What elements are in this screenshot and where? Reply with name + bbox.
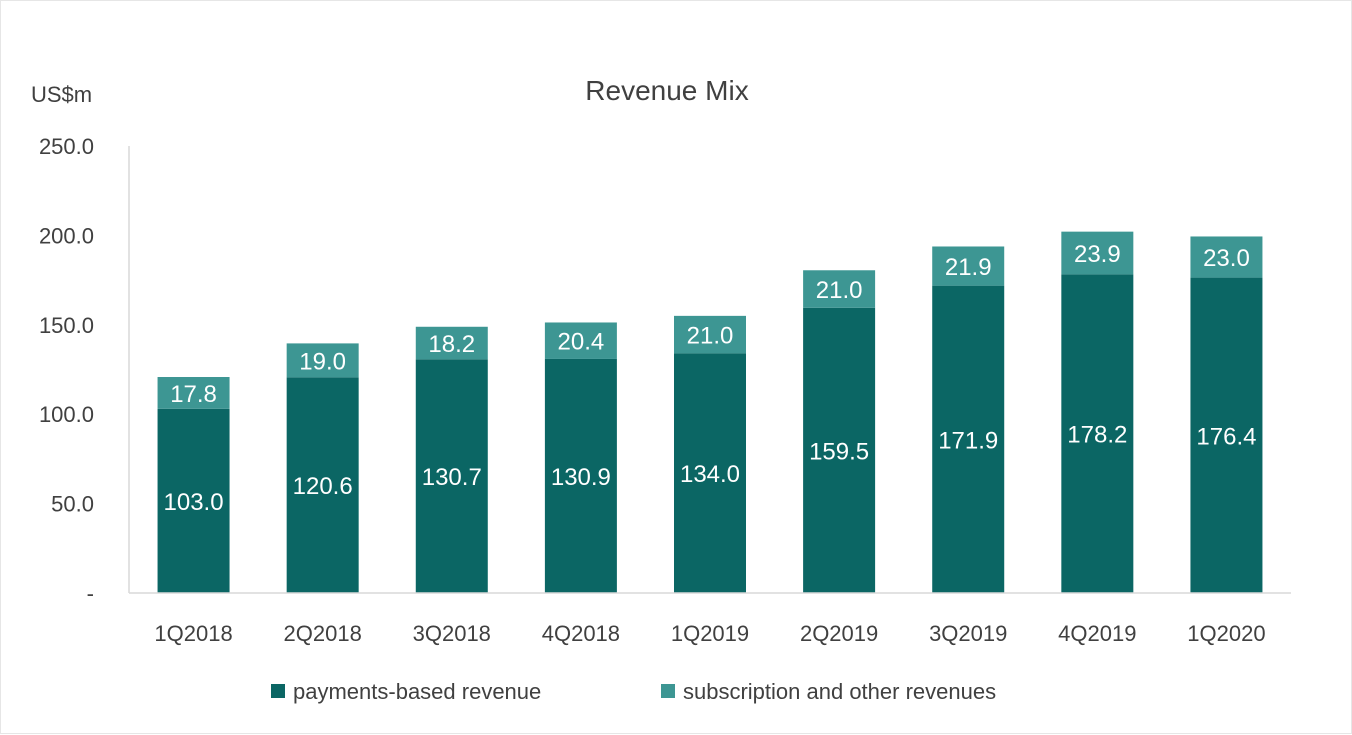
bar-subscription-4Q2019 (1061, 231, 1134, 275)
x-tick-label: 4Q2018 (542, 621, 620, 646)
legend-label: payments-based revenue (293, 679, 541, 704)
x-tick-label: 3Q2018 (413, 621, 491, 646)
chart-title: Revenue Mix (585, 75, 748, 106)
data-label: 103.0 (164, 489, 224, 516)
data-label: 21.0 (687, 323, 734, 350)
y-tick-label: 250.0 (39, 134, 94, 159)
bar-subscription-4Q2018 (544, 322, 617, 359)
data-label: 120.6 (293, 473, 353, 500)
bar-payments-2Q2019 (803, 307, 876, 593)
data-label: 18.2 (428, 331, 475, 358)
y-tick-label: - (87, 581, 94, 606)
data-label: 23.9 (1074, 241, 1121, 268)
y-tick-label: 200.0 (39, 223, 94, 248)
data-label: 21.9 (945, 254, 992, 281)
data-label: 178.2 (1067, 422, 1127, 449)
x-tick-label: 1Q2018 (154, 621, 232, 646)
data-label: 23.0 (1203, 245, 1250, 272)
x-tick-label: 1Q2019 (671, 621, 749, 646)
bar-subscription-1Q2020 (1190, 236, 1263, 278)
bar-payments-4Q2018 (544, 358, 617, 593)
bar-subscription-3Q2019 (932, 246, 1005, 286)
bar-subscription-1Q2019 (674, 315, 746, 354)
data-label: 134.0 (680, 461, 740, 488)
y-axis: - 50.0 100.0 150.0 200.0 250.0 (39, 134, 130, 606)
bar-payments-3Q2019 (932, 285, 1005, 593)
x-tick-label: 4Q2019 (1058, 621, 1136, 646)
data-label: 171.9 (938, 427, 998, 454)
bar-payments-1Q2020 (1190, 277, 1263, 593)
bar-subscription-1Q2018 (157, 377, 230, 409)
bar-payments-1Q2018 (157, 408, 230, 593)
data-label: 130.9 (551, 464, 611, 491)
x-tick-label: 2Q2019 (800, 621, 878, 646)
bar-subscription-2Q2019 (803, 270, 876, 308)
bar-subscription-3Q2018 (415, 326, 488, 360)
y-axis-unit-label: US$m (31, 82, 92, 107)
bars: 103.0 17.8 120.6 19.0 130.7 18.2 130.9 20.4 134.… (157, 231, 1263, 593)
data-label: 159.5 (809, 438, 869, 465)
x-tick-label: 2Q2018 (284, 621, 362, 646)
y-tick-label: 50.0 (51, 492, 94, 517)
data-label: 176.4 (1196, 423, 1256, 450)
bar-payments-2Q2018 (286, 377, 359, 593)
bar-subscription-2Q2018 (286, 343, 359, 378)
y-tick-label: 150.0 (39, 313, 94, 338)
x-axis: 1Q2018 2Q2018 3Q2018 4Q2018 1Q2019 2Q2019 3Q20… (129, 592, 1291, 646)
x-tick-label: 1Q2020 (1187, 621, 1265, 646)
x-tick-label: 3Q2019 (929, 621, 1007, 646)
legend-swatch (661, 684, 675, 698)
bar-payments-4Q2019 (1061, 274, 1134, 593)
legend-swatch (271, 684, 285, 698)
data-label: 17.8 (170, 381, 217, 408)
data-label: 20.4 (558, 329, 605, 356)
y-tick-label: 100.0 (39, 402, 94, 427)
bar-payments-1Q2019 (674, 353, 746, 593)
data-label: 19.0 (299, 348, 346, 375)
bar-payments-3Q2018 (415, 359, 488, 593)
legend: payments-based revenue subscription and o… (271, 679, 996, 704)
data-label: 21.0 (816, 277, 863, 304)
data-label: 130.7 (422, 464, 482, 491)
legend-label: subscription and other revenues (683, 679, 996, 704)
